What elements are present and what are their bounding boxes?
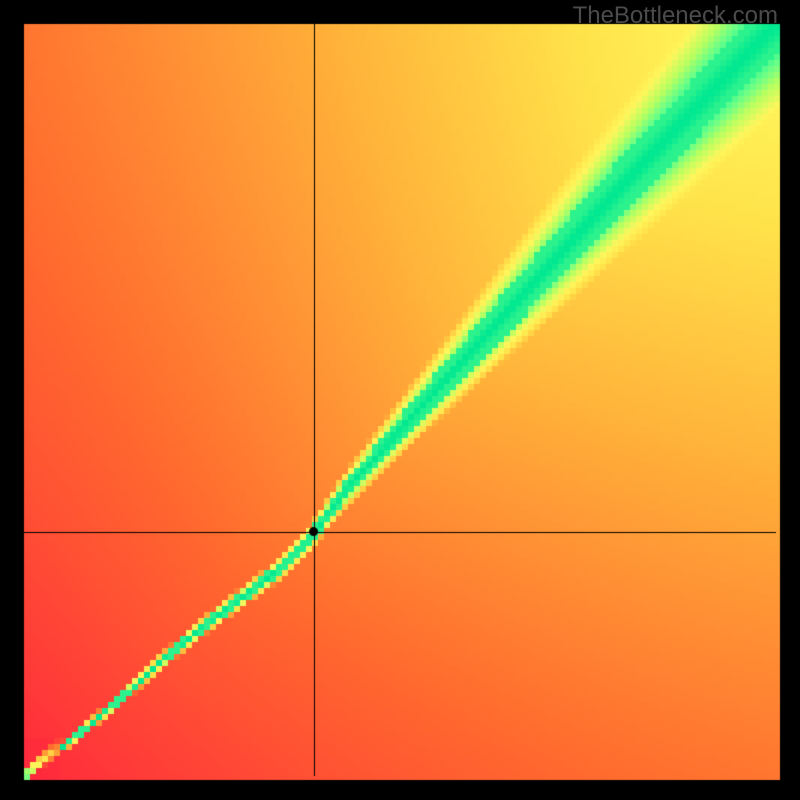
bottleneck-heatmap	[0, 0, 800, 800]
watermark-text: TheBottleneck.com	[573, 2, 778, 30]
